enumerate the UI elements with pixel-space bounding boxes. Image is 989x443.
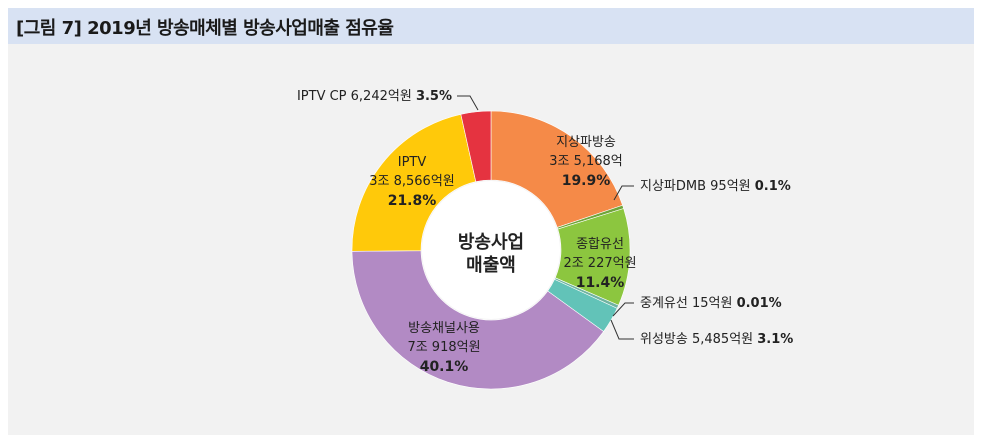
leader-line-2 xyxy=(613,185,634,201)
callout-pct-4: 0.01% xyxy=(737,296,782,311)
slice-8 xyxy=(460,110,492,183)
callout-label-5: 위성방송 5,485억원 3.1% xyxy=(640,332,793,347)
callout-label-4: 중계유선 15억원 0.01% xyxy=(640,296,782,311)
slice-label-name-3: 종합유선 xyxy=(576,237,624,252)
slice-label-pct-3: 11.4% xyxy=(576,275,625,291)
slice-label-amount-1: 3조 5,168억 xyxy=(549,154,623,169)
callout-text-8: IPTV CP 6,242억원 xyxy=(297,89,416,104)
callout-pct-8: 3.5% xyxy=(416,89,452,104)
slice-label-name-6: 방송채널사용 xyxy=(408,321,480,336)
slice-label-name-1: 지상파방송 xyxy=(556,135,616,150)
leader-line-8 xyxy=(457,95,479,111)
callout-label-8: IPTV CP 6,242억원 3.5% xyxy=(297,89,452,104)
callout-pct-5: 3.1% xyxy=(757,332,793,347)
slice-label-pct-7: 21.8% xyxy=(388,193,437,209)
donut-hole xyxy=(422,181,560,319)
leader-line-4 xyxy=(612,302,634,317)
callout-label-2: 지상파DMB 95억원 0.1% xyxy=(640,179,791,194)
title-bar: [그림 7] 2019년 방송매체별 방송사업매출 점유율 xyxy=(8,8,974,44)
chart-figure: [그림 7] 2019년 방송매체별 방송사업매출 점유율 방송사업 매출액 지상파… xyxy=(8,8,974,435)
chart-title: [그림 7] 2019년 방송매체별 방송사업매출 점유율 xyxy=(16,18,394,39)
slice-label-amount-6: 7조 918억원 xyxy=(407,340,480,355)
slice-6 xyxy=(351,250,604,390)
callout-text-2: 지상파DMB 95억원 xyxy=(640,179,755,194)
slice-label-amount-7: 3조 8,566억원 xyxy=(369,174,455,189)
center-label-line-1: 방송사업 xyxy=(458,232,524,253)
center-label-line-2: 매출액 xyxy=(466,255,516,276)
callout-text-4: 중계유선 15억원 xyxy=(640,296,737,311)
callout-text-5: 위성방송 5,485억원 xyxy=(640,332,757,347)
callout-pct-2: 0.1% xyxy=(755,179,791,194)
slice-label-amount-3: 2조 227억원 xyxy=(563,256,636,271)
leader-line-5 xyxy=(610,319,634,340)
slice-label-name-7: IPTV xyxy=(398,155,427,170)
slice-label-pct-1: 19.9% xyxy=(562,173,611,189)
slice-1 xyxy=(490,110,623,228)
slice-7 xyxy=(351,113,477,252)
slice-label-pct-6: 40.1% xyxy=(420,359,469,375)
